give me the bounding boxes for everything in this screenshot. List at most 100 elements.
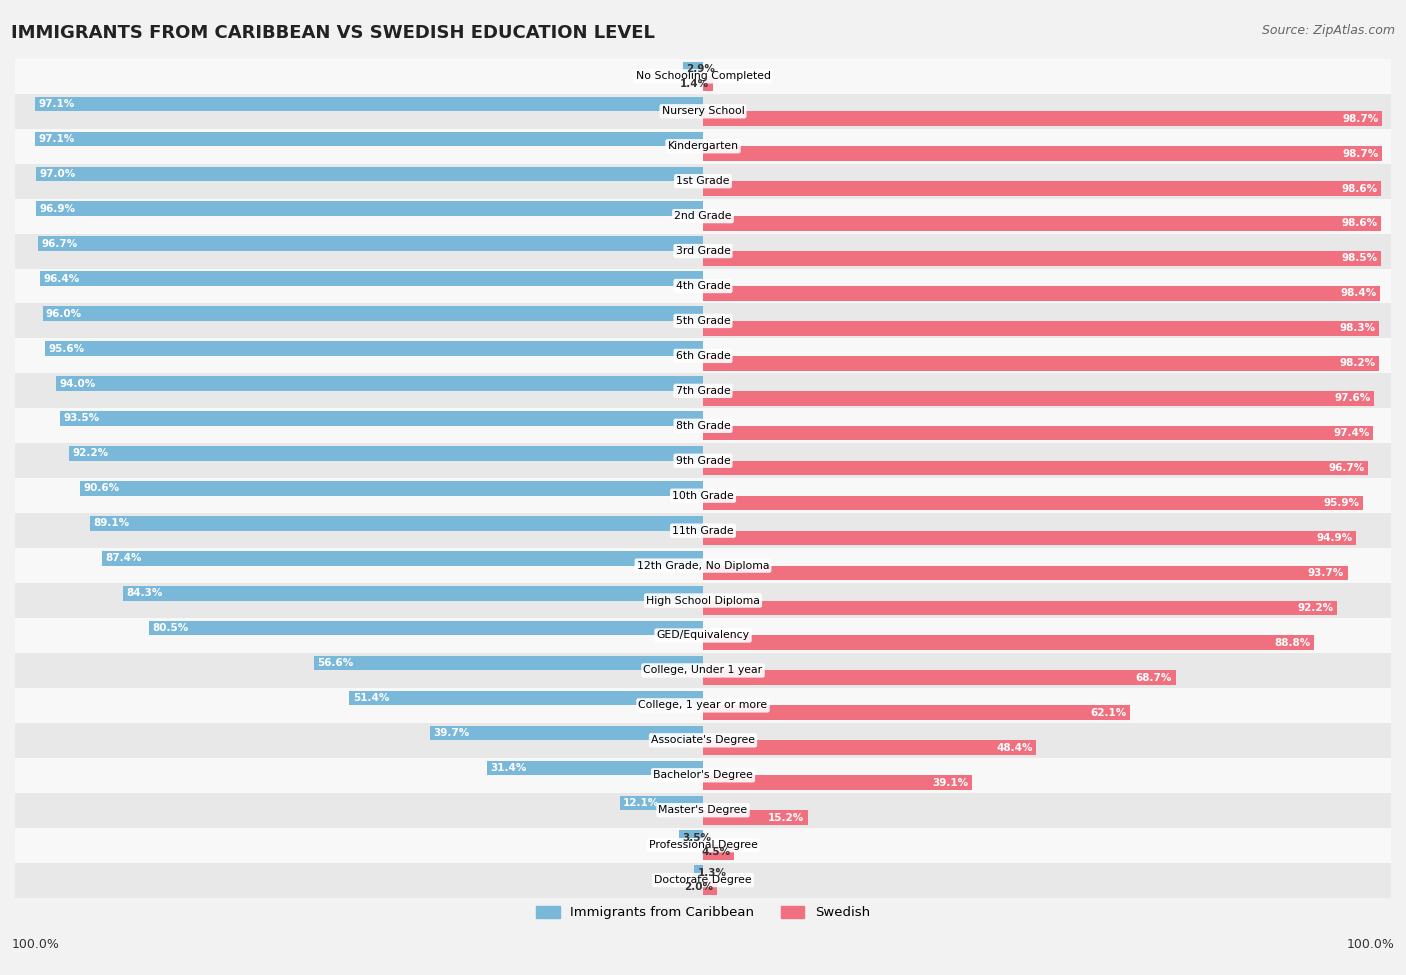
Text: 97.6%: 97.6% [1334,393,1371,404]
Bar [703,252,1381,266]
Text: No Schooling Completed: No Schooling Completed [636,71,770,81]
Text: 89.1%: 89.1% [93,519,129,528]
Bar [149,621,703,636]
Text: 6th Grade: 6th Grade [676,351,730,361]
Bar [703,705,1130,721]
Text: 56.6%: 56.6% [316,658,353,668]
Bar [101,551,703,566]
Bar [42,306,703,321]
Bar [15,94,1391,129]
Text: 8th Grade: 8th Grade [676,421,730,431]
Text: 96.9%: 96.9% [39,204,76,214]
Bar [683,61,703,76]
Bar [45,341,703,356]
Legend: Immigrants from Caribbean, Swedish: Immigrants from Caribbean, Swedish [530,901,876,924]
Text: 94.0%: 94.0% [59,378,96,388]
Text: 95.6%: 95.6% [49,343,84,354]
Bar [679,831,703,845]
Bar [15,722,1391,758]
Bar [703,76,713,91]
Bar [39,271,703,286]
Text: 97.4%: 97.4% [1333,428,1369,438]
Bar [15,409,1391,444]
Text: 94.9%: 94.9% [1316,533,1353,543]
Bar [703,461,1368,476]
Text: 92.2%: 92.2% [72,448,108,458]
Text: 10th Grade: 10th Grade [672,490,734,501]
Text: 3rd Grade: 3rd Grade [675,246,731,256]
Bar [703,566,1348,580]
Text: 4th Grade: 4th Grade [676,281,730,291]
Text: 51.4%: 51.4% [353,693,389,703]
Text: 98.7%: 98.7% [1343,148,1379,159]
Bar [314,656,703,671]
Bar [122,586,703,601]
Bar [15,828,1391,863]
Bar [703,146,1382,161]
Bar [695,866,703,880]
Bar [349,690,703,705]
Text: IMMIGRANTS FROM CARIBBEAN VS SWEDISH EDUCATION LEVEL: IMMIGRANTS FROM CARIBBEAN VS SWEDISH EDU… [11,24,655,42]
Text: 97.1%: 97.1% [38,134,75,144]
Text: 92.2%: 92.2% [1298,603,1334,613]
Text: 2nd Grade: 2nd Grade [675,212,731,221]
Bar [430,725,703,740]
Text: 4.5%: 4.5% [702,847,731,857]
Bar [15,793,1391,828]
Text: 97.0%: 97.0% [39,169,76,178]
Bar [703,530,1355,545]
Bar [15,863,1391,898]
Text: Professional Degree: Professional Degree [648,840,758,850]
Text: Master's Degree: Master's Degree [658,805,748,815]
Bar [703,671,1175,685]
Text: 80.5%: 80.5% [153,623,188,633]
Bar [703,181,1381,196]
Text: College, Under 1 year: College, Under 1 year [644,665,762,676]
Text: 3.5%: 3.5% [682,833,711,842]
Bar [703,810,807,825]
Text: 1st Grade: 1st Grade [676,176,730,186]
Text: 100.0%: 100.0% [1347,938,1395,951]
Bar [15,583,1391,618]
Bar [15,58,1391,94]
Bar [15,444,1391,478]
Text: 1.4%: 1.4% [681,79,709,89]
Bar [703,286,1381,300]
Text: Source: ZipAtlas.com: Source: ZipAtlas.com [1261,24,1395,37]
Bar [486,760,703,775]
Text: Nursery School: Nursery School [662,106,744,116]
Bar [15,199,1391,234]
Bar [59,411,703,426]
Bar [15,373,1391,409]
Bar [703,321,1379,335]
Text: 90.6%: 90.6% [83,484,120,493]
Bar [703,111,1382,126]
Text: 11th Grade: 11th Grade [672,526,734,535]
Text: 87.4%: 87.4% [105,553,142,564]
Text: 98.5%: 98.5% [1341,254,1378,263]
Text: 96.0%: 96.0% [46,309,82,319]
Bar [69,447,703,461]
Bar [15,478,1391,513]
Text: Associate's Degree: Associate's Degree [651,735,755,745]
Bar [35,132,703,146]
Bar [15,513,1391,548]
Text: College, 1 year or more: College, 1 year or more [638,700,768,711]
Bar [703,601,1337,615]
Text: 7th Grade: 7th Grade [676,386,730,396]
Text: Bachelor's Degree: Bachelor's Degree [652,770,754,780]
Text: 98.6%: 98.6% [1341,183,1378,193]
Bar [703,356,1379,370]
Text: Kindergarten: Kindergarten [668,141,738,151]
Text: 96.4%: 96.4% [44,274,80,284]
Text: 15.2%: 15.2% [768,812,804,823]
Bar [37,202,703,216]
Text: 2.9%: 2.9% [686,64,716,74]
Text: 68.7%: 68.7% [1136,673,1173,682]
Text: 95.9%: 95.9% [1323,498,1360,508]
Text: 12.1%: 12.1% [623,798,659,808]
Text: 96.7%: 96.7% [41,239,77,249]
Bar [15,129,1391,164]
Bar [15,164,1391,199]
Bar [15,303,1391,338]
